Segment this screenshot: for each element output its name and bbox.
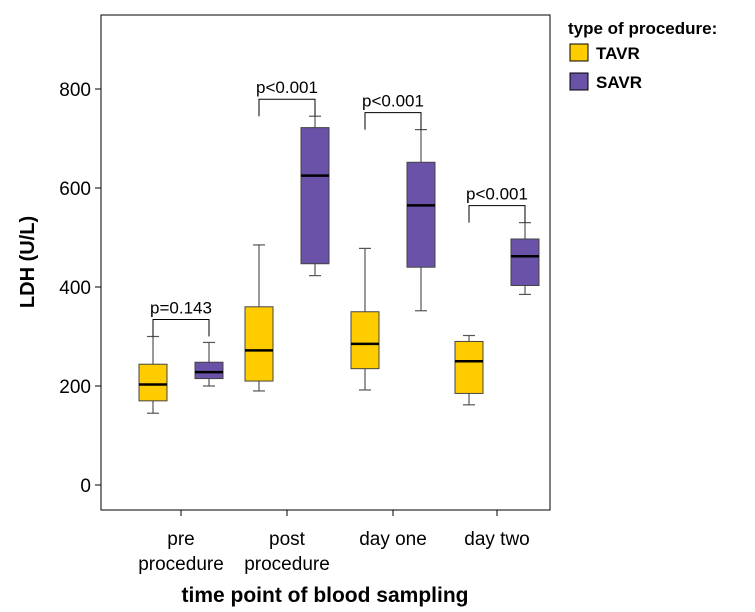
bracket-line-2 <box>364 112 422 130</box>
iqr-box-savr-2 <box>406 161 436 268</box>
x-tick-label-1-0: post <box>269 529 306 550</box>
box-series <box>138 115 540 414</box>
legend: type of procedure: TAVR SAVR <box>568 19 717 92</box>
y-tick-label-200: 200 <box>59 377 91 398</box>
bracket-line-0 <box>152 319 210 337</box>
significance-annotations: p=0.143 p<0.001 p<0.001 p<0.001 <box>150 78 528 337</box>
box-tavr-2 <box>350 247 380 391</box>
iqr-box-savr-3 <box>510 238 540 287</box>
legend-swatch-savr <box>569 72 589 91</box>
iqr-box-tavr-2 <box>350 311 380 370</box>
x-tick-label-3-0: day two <box>464 529 529 550</box>
box-tavr-1 <box>244 244 274 392</box>
bracket-line-3 <box>468 205 526 223</box>
box-savr-0 <box>194 341 224 387</box>
x-axis: pre procedure post procedure day one day two <box>138 510 530 575</box>
significance-bracket-0: p=0.143 <box>150 299 212 337</box>
x-tick-label-2-0: day one <box>359 529 427 550</box>
x-tick-label-0-1: procedure <box>138 554 224 575</box>
plot-area-frame <box>100 14 551 511</box>
box-savr-1 <box>300 115 330 277</box>
p-value-label-3: p<0.001 <box>466 185 528 204</box>
box-tavr-0 <box>138 335 168 414</box>
p-value-label-2: p<0.001 <box>362 92 424 111</box>
box-savr-2 <box>406 128 436 312</box>
p-value-label-1: p<0.001 <box>256 78 318 97</box>
y-tick-label-400: 400 <box>59 278 91 299</box>
box-savr-3 <box>510 222 540 296</box>
y-axis: 0 200 400 600 800 <box>59 80 101 497</box>
x-axis-label: time point of blood sampling <box>182 584 469 607</box>
iqr-box-savr-0 <box>194 361 224 380</box>
significance-bracket-1: p<0.001 <box>256 78 318 117</box>
box-tavr-3 <box>454 334 484 406</box>
p-value-label-0: p=0.143 <box>150 299 212 318</box>
significance-bracket-2: p<0.001 <box>362 92 424 130</box>
x-tick-label-1-1: procedure <box>244 554 330 575</box>
legend-label-savr: SAVR <box>596 73 642 92</box>
y-tick-label-0: 0 <box>80 476 91 497</box>
iqr-box-tavr-3 <box>454 340 484 394</box>
y-tick-label-800: 800 <box>59 80 91 101</box>
significance-bracket-3: p<0.001 <box>466 185 528 223</box>
legend-label-tavr: TAVR <box>596 44 640 63</box>
iqr-box-tavr-0 <box>138 363 168 402</box>
legend-title: type of procedure: <box>568 19 717 38</box>
iqr-box-savr-1 <box>300 127 330 265</box>
y-tick-label-600: 600 <box>59 179 91 200</box>
iqr-box-tavr-1 <box>244 306 274 382</box>
legend-swatch-tavr <box>569 43 589 62</box>
bracket-line-1 <box>258 98 316 117</box>
y-axis-label: LDH (U/L) <box>17 216 39 308</box>
x-tick-label-0-0: pre <box>167 529 194 550</box>
